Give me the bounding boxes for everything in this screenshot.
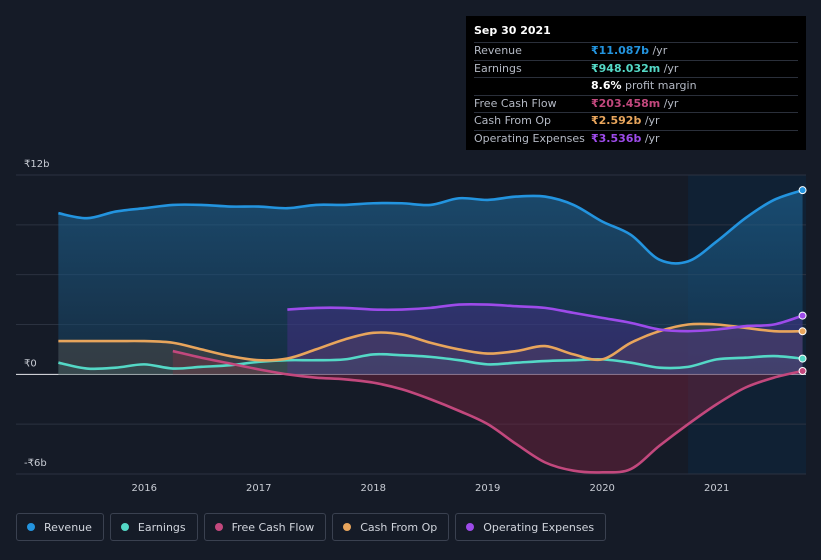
tooltip-date: Sep 30 2021 <box>474 22 798 43</box>
revenue-endpoint <box>798 186 807 195</box>
legend-dot-icon <box>27 523 35 531</box>
earnings-endpoint <box>798 354 807 363</box>
tooltip-row: 8.6% profit margin <box>474 78 798 96</box>
tooltip-row: Revenue ₹11.087b /yr <box>474 43 798 61</box>
y-tick-label: -₹6b <box>24 458 47 469</box>
tooltip-row-value: ₹2.592b /yr <box>591 114 660 128</box>
legend-dot-icon <box>466 523 475 531</box>
tooltip-row-value: ₹203.458m /yr <box>591 96 679 110</box>
legend-item-cash-from-op[interactable]: Cash From Op <box>332 513 450 541</box>
tooltip-row-label: Cash From Op <box>474 114 552 128</box>
revenue-area <box>58 190 803 375</box>
legend-item-revenue[interactable]: Revenue <box>16 513 104 541</box>
revenue-line <box>58 188 803 265</box>
earnings-area <box>58 354 803 375</box>
tooltip-row: Free Cash Flow ₹203.458m /yr <box>474 96 798 114</box>
tooltip-row: Operating Expenses ₹3.536b /yr <box>474 131 798 148</box>
series-lines <box>58 188 803 474</box>
legend-label: Operating Expenses <box>483 520 595 534</box>
legend-item-earnings[interactable]: Earnings <box>109 513 198 541</box>
earnings-line <box>58 352 803 371</box>
tooltip-row-label: Earnings <box>474 61 522 75</box>
chart-canvas: ₹12b ₹0 -₹6b 2016 2017 2018 2019 2020 2021 <box>16 159 807 494</box>
legend-label: Cash From Op <box>360 520 438 534</box>
x-axis: 2016 2017 2018 2019 2020 2021 <box>132 483 730 494</box>
free-cash-flow-endpoint <box>798 366 807 375</box>
x-tick-label: 2016 <box>132 483 157 494</box>
y-tick-label: ₹0 <box>24 358 37 369</box>
x-tick-label: 2018 <box>360 483 385 494</box>
tooltip-row-label: Free Cash Flow <box>474 96 557 110</box>
tooltip-row-value: ₹948.032m /yr <box>591 61 679 75</box>
legend-dot-icon <box>343 523 352 531</box>
tooltip-row-label: Revenue <box>474 44 522 57</box>
free-cash-flow-area <box>172 351 803 473</box>
cash-from-op-endpoint <box>798 327 807 336</box>
series-endpoints <box>798 186 807 375</box>
tooltip-row: Earnings ₹948.032m /yr <box>474 61 798 79</box>
x-tick-label: 2021 <box>704 483 729 494</box>
tooltip-panel: Sep 30 2021 Revenue ₹11.087b /yr Earnings ₹… <box>466 16 806 150</box>
x-tick-label: 2020 <box>589 483 614 494</box>
y-tick-label: ₹12b <box>24 159 49 170</box>
chart-legend: Revenue Earnings Free Cash Flow Cash From O… <box>16 513 607 541</box>
operating-expenses-line <box>287 302 803 333</box>
legend-label: Revenue <box>44 520 92 534</box>
tooltip-row-value: ₹3.536b /yr <box>591 131 660 145</box>
y-axis: ₹12b ₹0 -₹6b <box>24 159 49 469</box>
legend-label: Earnings <box>137 520 186 534</box>
free-cash-flow-line <box>172 349 803 474</box>
tooltip-row-value: ₹11.087b /yr <box>591 44 668 57</box>
tooltip-row-label: Operating Expenses <box>474 131 585 145</box>
legend-dot-icon <box>214 523 223 531</box>
x-tick-label: 2019 <box>475 483 500 494</box>
operating-expenses-endpoint <box>798 311 807 320</box>
x-tick-label: 2017 <box>246 483 271 494</box>
area-fills <box>58 190 803 473</box>
legend-dot-icon <box>120 523 129 531</box>
tooltip-row: Cash From Op ₹2.592b /yr <box>474 113 798 131</box>
tooltip-row-value: 8.6% profit margin <box>591 79 697 93</box>
legend-label: Free Cash Flow <box>231 520 315 534</box>
legend-item-operating-expenses[interactable]: Operating Expenses <box>455 513 607 541</box>
cash-from-op-line <box>58 322 803 362</box>
legend-item-free-cash-flow[interactable]: Free Cash Flow <box>203 513 327 541</box>
tooltip-row-label <box>474 78 591 95</box>
